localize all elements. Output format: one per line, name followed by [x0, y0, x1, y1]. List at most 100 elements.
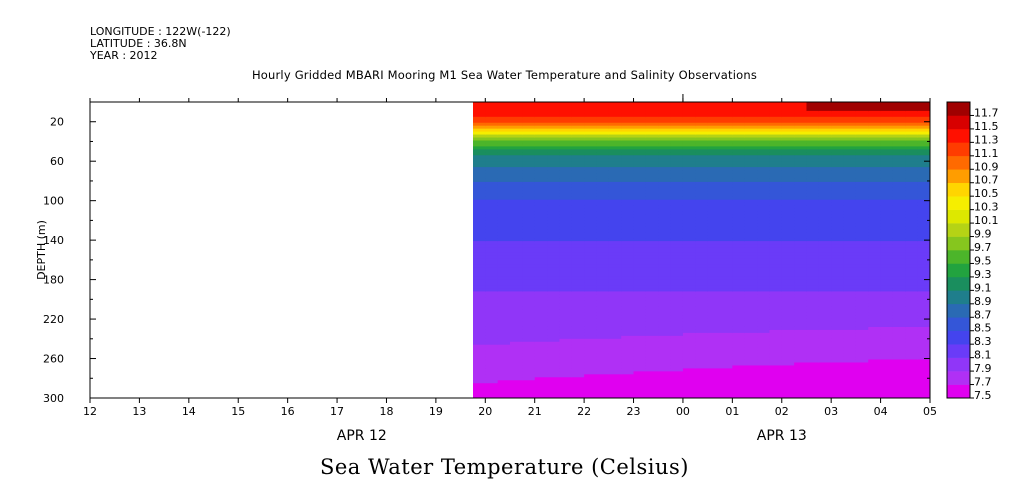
heatmap-cell	[472, 395, 486, 398]
heatmap-cell	[707, 181, 721, 186]
heatmap-cell	[732, 273, 746, 278]
heatmap-cell	[831, 184, 845, 189]
heatmap-cell	[472, 341, 486, 346]
heatmap-cell	[522, 273, 536, 278]
heatmap-cell	[707, 202, 721, 207]
heatmap-cell	[559, 389, 573, 393]
heatmap-cell	[621, 291, 635, 295]
heatmap-cell	[621, 173, 635, 177]
heatmap-cell	[645, 312, 659, 316]
heatmap-cell	[831, 368, 845, 372]
heatmap-cell	[571, 164, 585, 168]
heatmap-cell	[559, 241, 573, 245]
heatmap-cell	[880, 241, 894, 245]
plot-frame	[89, 101, 931, 399]
heatmap-cell	[534, 341, 548, 346]
heatmap-cell	[584, 217, 598, 221]
heatmap-cell	[670, 202, 684, 207]
heatmap-cell	[744, 137, 758, 142]
heatmap-cell	[571, 326, 585, 331]
heatmap-cell	[892, 214, 906, 219]
heatmap-cell	[534, 383, 548, 387]
heatmap-cell	[633, 170, 647, 174]
heatmap-cell	[917, 300, 930, 304]
heatmap-cell	[880, 205, 894, 210]
heatmap-cell	[831, 359, 845, 364]
heatmap-cell	[818, 267, 832, 272]
heatmap-cell	[621, 223, 635, 227]
heatmap-cell	[695, 356, 709, 361]
heatmap-cell	[831, 273, 845, 278]
heatmap-cell	[794, 252, 808, 257]
heatmap-cell	[917, 199, 930, 204]
heatmap-cell	[732, 270, 746, 275]
heatmap-cell	[608, 196, 622, 201]
heatmap-cell	[695, 211, 709, 216]
heatmap-cell	[892, 270, 906, 275]
heatmap-cell	[905, 178, 919, 183]
heatmap-cell	[757, 264, 771, 269]
heatmap-cell	[510, 104, 523, 109]
heatmap-cell	[608, 125, 622, 130]
heatmap-cell	[917, 205, 930, 210]
heatmap-cell	[596, 102, 610, 106]
heatmap-cell	[917, 356, 930, 361]
heatmap-cell	[732, 392, 746, 396]
heatmap-cell	[596, 193, 610, 198]
heatmap-cell	[559, 164, 573, 168]
heatmap-cell	[658, 297, 672, 301]
heatmap-cell	[633, 362, 647, 367]
heatmap-cell	[806, 285, 820, 290]
heatmap-cell	[892, 167, 906, 171]
heatmap-cell	[670, 347, 684, 352]
heatmap-cell	[905, 371, 919, 375]
heatmap-cell	[769, 276, 783, 281]
heatmap-cell	[892, 312, 906, 316]
heatmap-cell	[720, 140, 733, 145]
heatmap-cell	[892, 178, 906, 183]
heatmap-cell	[818, 214, 832, 219]
heatmap-cell	[707, 374, 721, 378]
heatmap-cell	[670, 235, 684, 239]
heatmap-cell	[905, 214, 919, 219]
heatmap-cell	[682, 326, 696, 331]
heatmap-cell	[608, 181, 622, 186]
heatmap-cell	[547, 380, 561, 384]
heatmap-cell	[534, 389, 548, 393]
heatmap-cell	[571, 362, 585, 367]
heatmap-cell	[720, 149, 733, 153]
heatmap-cell	[497, 146, 511, 150]
heatmap-cell	[559, 208, 573, 213]
heatmap-cell	[670, 143, 684, 147]
heatmap-cell	[855, 140, 869, 145]
heatmap-cell	[670, 252, 684, 257]
x-tick-label: 19	[429, 405, 443, 418]
heatmap-cell	[472, 235, 486, 239]
heatmap-cell	[510, 347, 523, 352]
heatmap-cell	[658, 116, 672, 121]
heatmap-cell	[695, 164, 709, 168]
heatmap-cell	[670, 303, 684, 307]
heatmap-cell	[621, 321, 635, 325]
heatmap-cell	[621, 247, 635, 251]
heatmap-cell	[510, 235, 523, 239]
heatmap-cell	[534, 190, 548, 195]
heatmap-cell	[794, 303, 808, 307]
heatmap-cell	[695, 362, 709, 367]
heatmap-cell	[843, 383, 857, 387]
heatmap-cell	[547, 321, 561, 325]
heatmap-cell	[571, 329, 585, 334]
heatmap-cell	[905, 380, 919, 384]
heatmap-cell	[559, 347, 573, 352]
latitude-label: LATITUDE : 36.8N	[90, 37, 187, 50]
heatmap-cell	[645, 267, 659, 272]
heatmap-cell	[843, 107, 857, 112]
heatmap-cell	[645, 368, 659, 372]
heatmap-cell	[682, 226, 696, 230]
heatmap-cell	[485, 217, 499, 221]
heatmap-cell	[868, 365, 882, 369]
heatmap-cell	[732, 241, 746, 245]
heatmap-cell	[584, 173, 598, 177]
heatmap-cell	[571, 318, 585, 322]
heatmap-cell	[682, 380, 696, 384]
